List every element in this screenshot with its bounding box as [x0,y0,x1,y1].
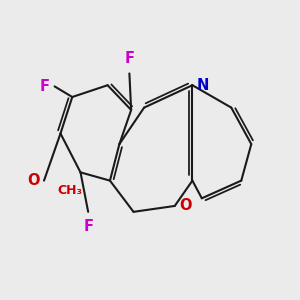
Text: F: F [40,79,50,94]
Text: CH₃: CH₃ [57,184,82,196]
Text: O: O [179,198,192,213]
Text: F: F [83,220,93,235]
Text: N: N [197,78,209,93]
Text: F: F [124,51,134,66]
Text: O: O [27,173,39,188]
